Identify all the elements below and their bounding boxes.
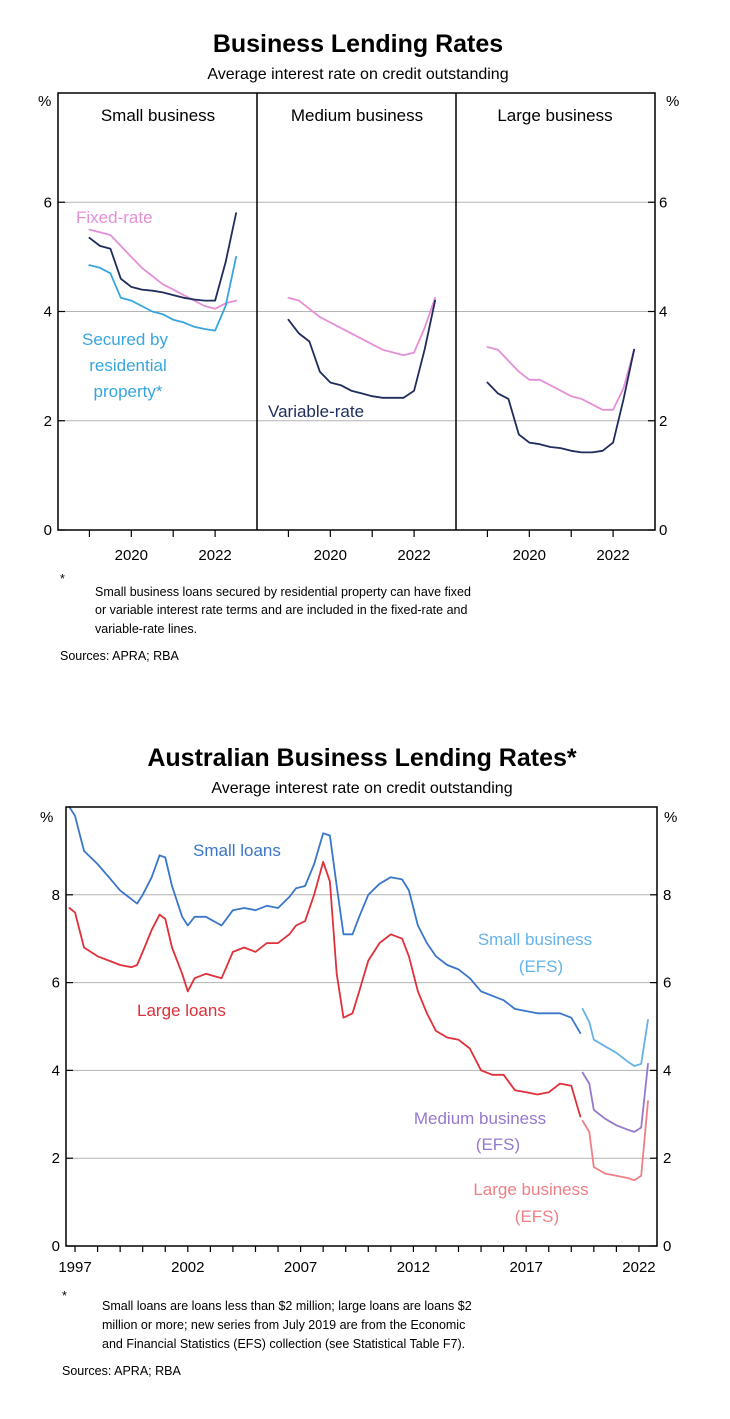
series-line-medium-business-fixed-rate bbox=[287, 296, 436, 357]
y-tick-2-right-0: 0 bbox=[663, 1238, 671, 1255]
y-tick-2-left-2: 2 bbox=[52, 1150, 60, 1167]
series-line-medium-business-efs bbox=[581, 1062, 649, 1133]
y-tick-right-2: 2 bbox=[659, 413, 667, 430]
chart-1-footnote-marker: * bbox=[60, 572, 65, 586]
chart-1-footnote-line-3: variable-rate lines. bbox=[95, 622, 197, 636]
x-tick-2-2022: 2022 bbox=[622, 1259, 655, 1276]
series-label-medium-business-efs-line-2: (EFS) bbox=[476, 1135, 520, 1154]
series-label-large-business-efs-line-1: Large business bbox=[473, 1180, 588, 1199]
chart-2-y-ticks: 0 0 2 2 4 4 6 6 8 8 bbox=[52, 887, 672, 1255]
y-tick-2-right-8: 8 bbox=[663, 887, 671, 904]
panel-label-large-business: Large business bbox=[497, 106, 612, 125]
panel-label-small-business: Small business bbox=[101, 106, 215, 125]
series-label-medium-business-efs-line-1: Medium business bbox=[414, 1109, 546, 1128]
series-line-small-business-variable-rate bbox=[88, 212, 237, 302]
chart-1-sources: Sources: APRA; RBA bbox=[60, 649, 179, 663]
chart-2-footnote-line-3: and Financial Statistics (EFS) collectio… bbox=[102, 1337, 465, 1351]
y-tick-right-0: 0 bbox=[659, 522, 667, 539]
chart-1-title: Business Lending Rates bbox=[213, 30, 503, 58]
y-tick-2-left-6: 6 bbox=[52, 975, 60, 992]
x-tick-large-business-2020: 2020 bbox=[513, 547, 546, 564]
y-tick-left-0: 0 bbox=[44, 522, 52, 539]
y-tick-2-right-4: 4 bbox=[663, 1062, 671, 1079]
y-tick-2-left-0: 0 bbox=[52, 1238, 60, 1255]
series-label-fixed-rate: Fixed-rate bbox=[76, 208, 153, 227]
y-tick-2-left-8: 8 bbox=[52, 887, 60, 904]
series-label-secured-line-1: Secured by bbox=[82, 330, 168, 349]
chart-1-unit-right: % bbox=[666, 93, 679, 110]
x-tick-2-2012: 2012 bbox=[397, 1259, 430, 1276]
x-tick-large-business-2022: 2022 bbox=[596, 547, 629, 564]
chart-1-footnote-line-2: or variable interest rate terms and are … bbox=[95, 603, 467, 617]
x-tick-2-2017: 2017 bbox=[509, 1259, 542, 1276]
y-tick-left-6: 6 bbox=[44, 194, 52, 211]
x-tick-medium-business-2020: 2020 bbox=[314, 547, 347, 564]
chart-2-footnote-line-2: million or more; new series from July 20… bbox=[102, 1318, 465, 1332]
chart-2-sources: Sources: APRA; RBA bbox=[62, 1364, 181, 1378]
chart-2-footnote-line-1: Small loans are loans less than $2 milli… bbox=[102, 1299, 472, 1313]
x-tick-2-1997: 1997 bbox=[58, 1259, 91, 1276]
chart-2-unit-left: % bbox=[40, 809, 53, 826]
y-tick-2-right-6: 6 bbox=[663, 975, 671, 992]
series-line-small-business-fixed-rate bbox=[88, 228, 237, 310]
series-label-large-business-efs-line-2: (EFS) bbox=[515, 1207, 559, 1226]
y-tick-2-left-4: 4 bbox=[52, 1062, 60, 1079]
chart-2-x-ticks: 1997 2002 2007 2012 2017 2022 bbox=[58, 1259, 655, 1276]
chart-1-plot-border bbox=[57, 92, 656, 531]
series-label-secured-line-3: property* bbox=[94, 382, 163, 401]
x-tick-2-2007: 2007 bbox=[284, 1259, 317, 1276]
series-line-small-business-efs bbox=[581, 1008, 649, 1067]
series-label-small-loans: Small loans bbox=[193, 841, 281, 860]
series-line-large-business-variable-rate bbox=[486, 348, 635, 454]
series-line-large-business-efs bbox=[581, 1100, 649, 1182]
chart-1-business-lending-rates: Business Lending Rates Average interest … bbox=[38, 30, 679, 663]
series-line-small-loans bbox=[68, 806, 582, 1034]
chart-2-subtitle: Average interest rate on credit outstand… bbox=[211, 780, 512, 797]
series-line-small-business-secured-by-residential-property bbox=[88, 255, 237, 332]
y-tick-left-4: 4 bbox=[44, 304, 52, 321]
series-line-large-business-fixed-rate bbox=[486, 346, 635, 411]
x-tick-small-business-2020: 2020 bbox=[115, 547, 148, 564]
y-tick-right-6: 6 bbox=[659, 194, 667, 211]
chart-1-y-ticks: 0 0 2 2 4 4 6 6 bbox=[44, 194, 668, 539]
panel-label-medium-business: Medium business bbox=[291, 106, 423, 125]
x-tick-medium-business-2022: 2022 bbox=[397, 547, 430, 564]
chart-2-title: Australian Business Lending Rates* bbox=[147, 744, 577, 772]
chart-1-frame bbox=[57, 92, 656, 537]
chart-1-series bbox=[88, 212, 635, 454]
y-tick-2-right-2: 2 bbox=[663, 1150, 671, 1167]
chart-2-australian-business-lending-rates: Australian Business Lending Rates* Avera… bbox=[40, 744, 677, 1378]
chart-1-footnote-line-1: Small business loans secured by resident… bbox=[95, 585, 471, 599]
y-tick-left-2: 2 bbox=[44, 413, 52, 430]
chart-2-frame bbox=[65, 806, 658, 1252]
y-tick-right-4: 4 bbox=[659, 304, 667, 321]
chart-1-x-ticks: 2020 2022 2020 2022 2020 2022 bbox=[115, 547, 630, 564]
x-tick-small-business-2022: 2022 bbox=[198, 547, 231, 564]
chart-1-gridlines bbox=[58, 201, 655, 422]
series-label-small-business-efs-line-2: (EFS) bbox=[519, 957, 563, 976]
chart-2-plot-border bbox=[65, 806, 658, 1247]
chart-2-footnote-marker: * bbox=[62, 1289, 67, 1303]
series-label-variable-rate: Variable-rate bbox=[268, 402, 364, 421]
chart-1-subtitle: Average interest rate on credit outstand… bbox=[207, 66, 508, 83]
chart-2-gridlines bbox=[66, 894, 657, 1159]
x-tick-2-2002: 2002 bbox=[171, 1259, 204, 1276]
chart-2-unit-right: % bbox=[664, 809, 677, 826]
series-line-medium-business-variable-rate bbox=[287, 299, 436, 399]
series-line-large-loans bbox=[68, 861, 582, 1118]
series-label-secured-line-2: residential bbox=[89, 356, 167, 375]
series-label-large-loans: Large loans bbox=[137, 1001, 226, 1020]
chart-1-unit-left: % bbox=[38, 93, 51, 110]
chart-2-series bbox=[68, 806, 649, 1182]
series-label-small-business-efs-line-1: Small business bbox=[478, 930, 592, 949]
